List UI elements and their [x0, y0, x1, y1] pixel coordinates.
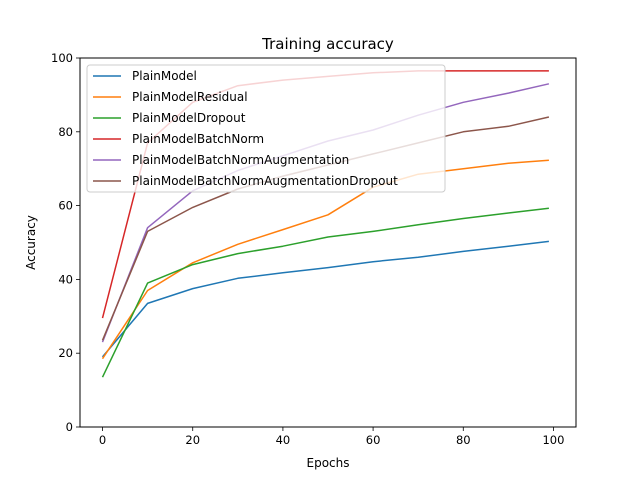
legend-label-2: PlainModelResidual — [132, 90, 248, 104]
series-line-1 — [101, 240, 549, 358]
y-tick-label: 20 — [58, 346, 73, 360]
legend-box — [86, 64, 446, 193]
x-tick-label: 40 — [276, 433, 291, 447]
y-tick-label: 80 — [58, 125, 73, 139]
y-axis-label: Accuracy — [24, 215, 38, 270]
series-line-2 — [101, 159, 549, 360]
x-tick-label: 20 — [185, 433, 200, 447]
y-tick-label: 40 — [58, 272, 73, 286]
legend-label-6: PlainModelBatchNormAugmentationDropout — [132, 174, 398, 188]
x-tick-label: 80 — [456, 433, 471, 447]
legend-label-1: PlainModel — [132, 69, 197, 83]
y-tick-label: 60 — [58, 199, 73, 213]
x-tick-label: 100 — [542, 433, 564, 447]
y-tick-label: 0 — [66, 420, 73, 434]
plot-frame — [79, 57, 577, 428]
x-tick-label: 0 — [99, 433, 106, 447]
x-axis-label: Epochs — [307, 456, 350, 470]
legend-label-4: PlainModelBatchNorm — [132, 132, 264, 146]
legend-label-3: PlainModelDropout — [132, 111, 246, 125]
y-tick-label: 100 — [51, 51, 73, 65]
legend-label-5: PlainModelBatchNormAugmentation — [132, 153, 349, 167]
series-line-3 — [101, 207, 549, 378]
ticks-layer: 0 20 40 60 80 100 0 20 40 60 80 100 — [51, 51, 564, 447]
x-tick-label: 60 — [366, 433, 381, 447]
chart-title: Training accuracy — [261, 35, 394, 53]
legend: PlainModel PlainModelResidual PlainModelDr… — [86, 64, 446, 193]
